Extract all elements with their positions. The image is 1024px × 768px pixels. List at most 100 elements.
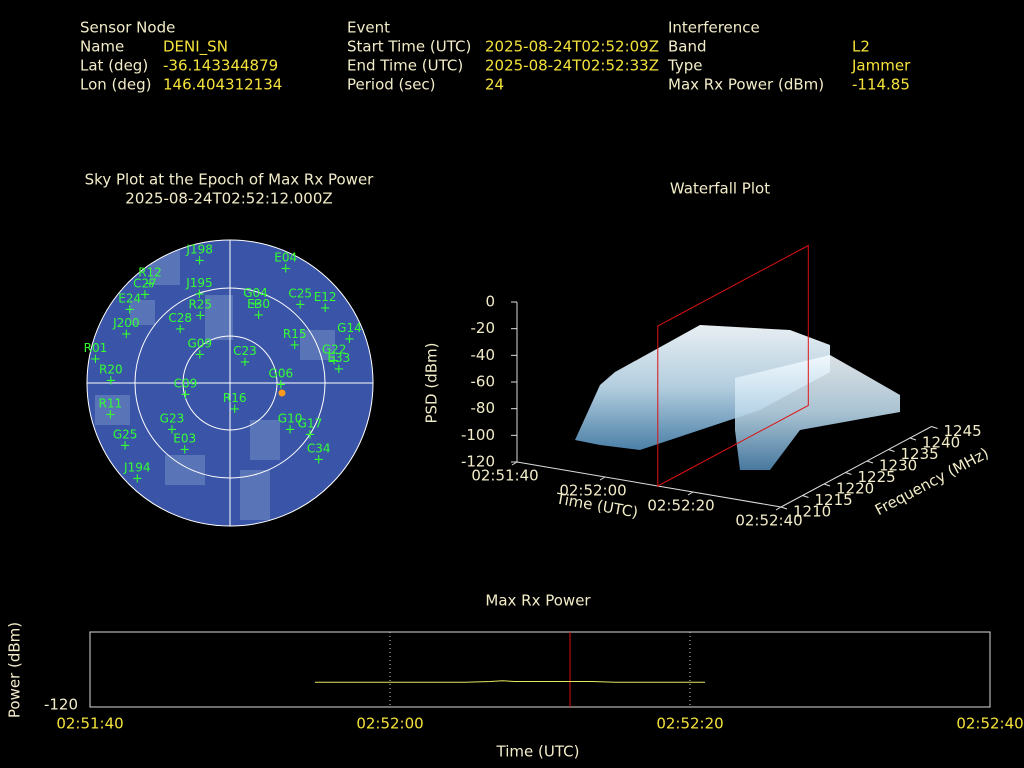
field-label: Lat (deg) bbox=[80, 57, 148, 75]
z-tick-label: -100 bbox=[461, 426, 495, 444]
satellite-label: G22 bbox=[322, 342, 347, 356]
satellite-point: + bbox=[105, 408, 116, 423]
satellite-label: C25 bbox=[288, 287, 312, 301]
satellite-point: + bbox=[120, 439, 131, 454]
time-tick-label: 02:51:40 bbox=[471, 467, 538, 485]
frequency-tick bbox=[888, 449, 895, 452]
y-tick-label: -120 bbox=[44, 696, 78, 714]
satellite-point: + bbox=[194, 287, 205, 302]
satellite-label: E30 bbox=[247, 297, 270, 311]
z-tick-label: -20 bbox=[471, 319, 496, 337]
satellite-label: E12 bbox=[314, 290, 337, 304]
field-label: Band bbox=[668, 38, 707, 56]
satellite-label: R25 bbox=[188, 298, 212, 312]
frequency-tick-label: 1230 bbox=[879, 457, 917, 475]
power-line bbox=[315, 680, 705, 683]
frequency-tick bbox=[909, 437, 917, 441]
time-axis bbox=[516, 461, 782, 508]
satellite-label: J198 bbox=[185, 243, 212, 257]
satellite-point: + bbox=[344, 332, 355, 347]
satellite-point: + bbox=[250, 297, 261, 312]
z-tick-label: -40 bbox=[471, 346, 496, 364]
x-tick-label: 02:52:00 bbox=[356, 715, 423, 733]
satellite-point: + bbox=[295, 298, 306, 313]
satellite-label: G09 bbox=[187, 336, 212, 350]
field-value: -36.143344879 bbox=[163, 57, 278, 75]
z-tick-label: -60 bbox=[471, 373, 496, 391]
time-tick bbox=[687, 491, 694, 496]
x-tick-label: 02:52:40 bbox=[956, 715, 1023, 733]
frequency-tick-label: 1235 bbox=[901, 445, 939, 463]
waterfall-title: Waterfall Plot bbox=[670, 180, 770, 198]
field-value: 146.404312134 bbox=[163, 76, 282, 94]
satellite-label: G23 bbox=[160, 411, 185, 425]
satellite-label: R15 bbox=[283, 327, 307, 341]
field-value: 2025-08-24T02:52:09Z bbox=[485, 38, 659, 56]
frequency-tick bbox=[802, 495, 809, 498]
satellite-point: + bbox=[180, 387, 191, 402]
satellite-label: E24 bbox=[118, 292, 141, 306]
section-title: Interference bbox=[668, 19, 760, 37]
sky-title: Sky Plot at the Epoch of Max Rx Power bbox=[85, 171, 375, 189]
time-tick bbox=[599, 476, 606, 481]
satellite-point: + bbox=[194, 347, 205, 362]
z-tick-label: 0 bbox=[485, 293, 495, 311]
satellite-point: + bbox=[167, 422, 178, 437]
plot-frame bbox=[89, 631, 991, 708]
x-tick-label: 02:51:40 bbox=[56, 715, 123, 733]
satellite-point: + bbox=[179, 443, 190, 458]
z-tick-label: -120 bbox=[461, 453, 495, 471]
satellite-label: E33 bbox=[327, 351, 350, 365]
satellite-point: + bbox=[313, 453, 324, 468]
section-title: Sensor Node bbox=[80, 19, 175, 37]
satellite-label: C09 bbox=[174, 376, 198, 390]
field-value: 24 bbox=[485, 76, 504, 94]
frequency-tick bbox=[845, 472, 852, 475]
section-title: Event bbox=[347, 19, 390, 37]
satellite-point: + bbox=[280, 261, 291, 276]
frequency-tick bbox=[866, 460, 874, 464]
time-tick-label: 02:52:20 bbox=[647, 497, 714, 515]
satellite-label: R11 bbox=[98, 397, 122, 411]
satellite-point: + bbox=[229, 402, 240, 417]
field-label: Name bbox=[80, 38, 124, 56]
satellite-label: C27 bbox=[133, 276, 157, 290]
time-tick bbox=[511, 461, 518, 466]
satellite-point: + bbox=[194, 254, 205, 269]
satellite-label: G14 bbox=[337, 321, 362, 335]
field-value: DENI_SN bbox=[163, 38, 228, 57]
field-label: Max Rx Power (dBm) bbox=[668, 76, 824, 94]
satellite-label: R20 bbox=[99, 362, 123, 376]
satellite-label: E03 bbox=[173, 432, 196, 446]
satellite-label: C28 bbox=[168, 311, 192, 325]
frequency-tick-label: 1210 bbox=[793, 503, 831, 521]
satellite-point: + bbox=[305, 427, 316, 442]
satellite-point: + bbox=[105, 373, 116, 388]
satellite-label: J195 bbox=[185, 276, 212, 290]
satellite-point: + bbox=[320, 301, 331, 316]
satellite-point: + bbox=[145, 277, 156, 292]
frequency-tick bbox=[823, 483, 831, 487]
field-value: L2 bbox=[852, 38, 870, 56]
field-label: Period (sec) bbox=[347, 76, 436, 94]
frequency-tick-label: 1220 bbox=[836, 480, 874, 498]
satellite-point: + bbox=[285, 422, 296, 437]
x-axis-title: Time (UTC) bbox=[496, 743, 580, 761]
time-tick-label: 02:52:40 bbox=[735, 512, 802, 530]
satellite-label: G25 bbox=[113, 428, 138, 442]
satellite-point: + bbox=[132, 472, 143, 487]
epoch-plane bbox=[657, 244, 809, 487]
interference-marker bbox=[278, 389, 286, 397]
satellite-label: R12 bbox=[138, 266, 162, 280]
satellite-point: + bbox=[275, 377, 286, 392]
satellite-point: + bbox=[239, 355, 250, 370]
time-tick bbox=[775, 506, 782, 511]
satellite-label: J200 bbox=[112, 316, 139, 330]
satellite-label: G17 bbox=[298, 416, 323, 430]
satellite-label: R16 bbox=[223, 391, 247, 405]
frequency-tick bbox=[931, 426, 938, 429]
satellite-point: + bbox=[121, 327, 132, 342]
